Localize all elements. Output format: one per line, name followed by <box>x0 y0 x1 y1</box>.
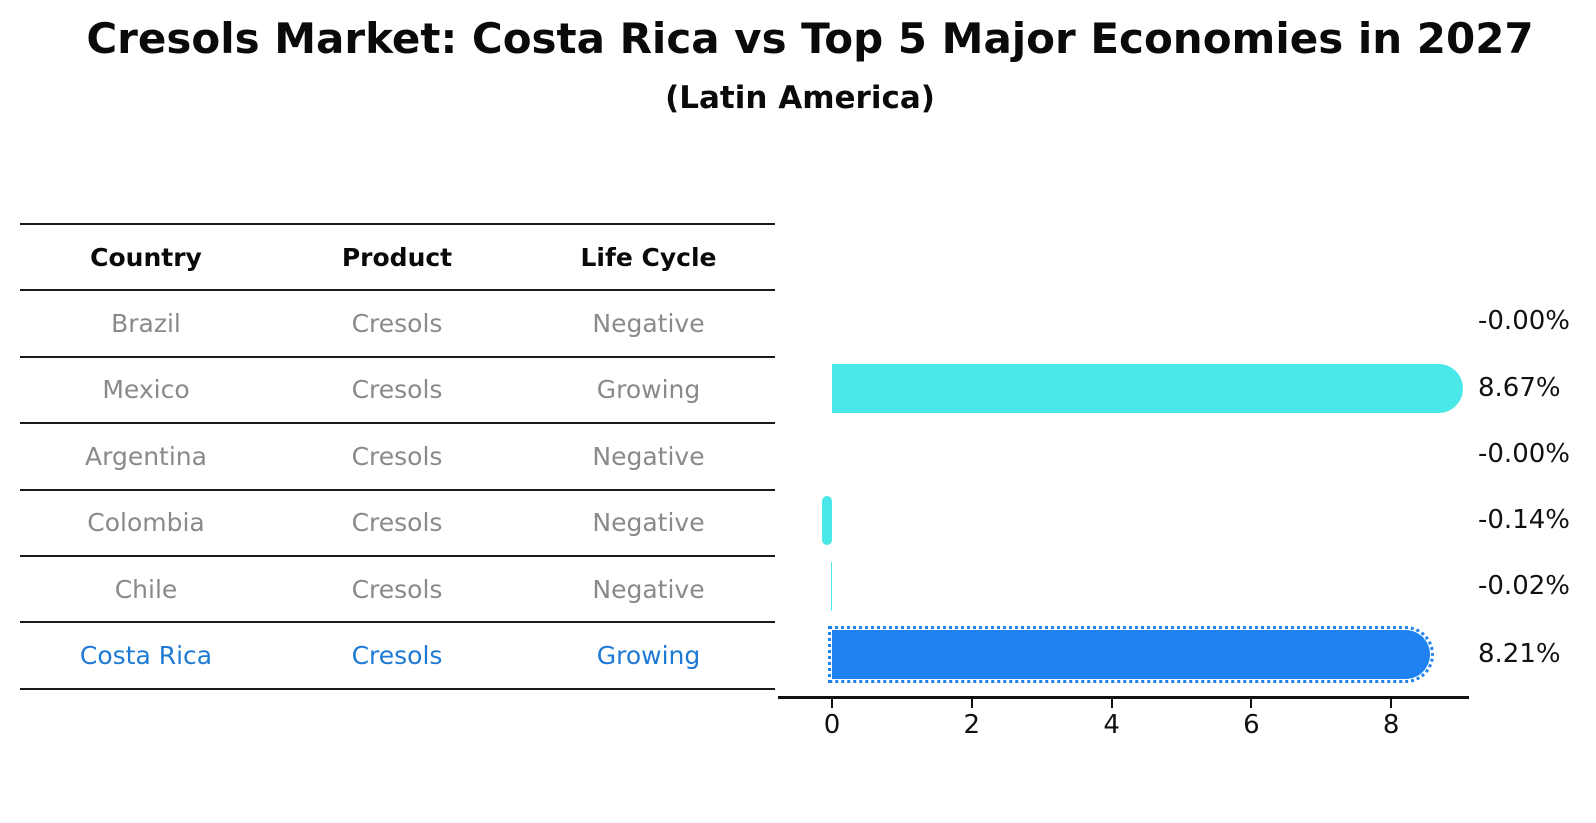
bar-mexico <box>832 363 1463 413</box>
product-cell: Cresols <box>351 375 443 405</box>
life-cycle-cell: Negative <box>592 508 705 538</box>
product-cell: Cresols <box>351 574 443 604</box>
table-row: Brazil Cresols Negative <box>20 291 775 358</box>
value-label: 8.67% <box>1478 373 1561 403</box>
chart-title: Cresols Market: Costa Rica vs Top 5 Majo… <box>86 14 1534 63</box>
column-header-product: Product <box>341 242 453 272</box>
value-label: -0.14% <box>1478 505 1570 535</box>
country-cell: Chile <box>114 574 178 604</box>
value-label: -0.02% <box>1478 571 1570 601</box>
table-row-highlighted: Costa Rica Cresols Growing <box>20 623 775 687</box>
column-header-life-cycle: Life Cycle <box>580 242 717 272</box>
bar-colombia <box>822 495 832 545</box>
x-tick-label: 4 <box>1103 710 1120 740</box>
bar-chile <box>830 561 832 611</box>
x-tick-label: 6 <box>1243 710 1260 740</box>
value-label: -0.00% <box>1478 439 1570 469</box>
x-tick <box>831 698 833 708</box>
country-table: Country Product Life Cycle Brazil Cresol… <box>20 223 775 690</box>
x-tick-label: 0 <box>823 710 841 740</box>
value-label: 8.21% <box>1478 639 1561 669</box>
x-tick <box>1110 698 1113 708</box>
product-cell: Cresols <box>351 641 443 671</box>
x-tick-label: 2 <box>963 710 981 740</box>
life-cycle-cell: Negative <box>592 574 705 604</box>
x-tick-label: 8 <box>1382 710 1400 740</box>
table-header-row: Country Product Life Cycle <box>20 225 775 292</box>
product-cell: Cresols <box>351 441 443 471</box>
x-tick <box>970 698 973 708</box>
life-cycle-cell: Growing <box>596 641 701 671</box>
country-cell: Mexico <box>102 375 190 405</box>
table-row: Mexico Cresols Growing <box>20 358 775 425</box>
life-cycle-cell: Growing <box>596 375 701 405</box>
life-cycle-cell: Negative <box>592 309 705 339</box>
table-row: Chile Cresols Negative <box>20 557 775 624</box>
country-cell: Argentina <box>85 441 207 471</box>
country-cell: Brazil <box>111 309 181 339</box>
country-cell: Colombia <box>87 508 205 538</box>
x-axis-spine <box>778 696 1469 699</box>
life-cycle-cell: Negative <box>592 441 705 471</box>
value-label: -0.00% <box>1478 306 1570 336</box>
country-cell: Costa Rica <box>79 641 213 671</box>
bar-costa-rica <box>827 625 1435 683</box>
table-row: Colombia Cresols Negative <box>20 491 775 557</box>
product-cell: Cresols <box>351 508 443 538</box>
chart-subtitle: (Latin America) <box>665 80 935 116</box>
table-row: Argentina Cresols Negative <box>20 424 775 491</box>
product-cell: Cresols <box>351 309 443 339</box>
column-header-country: Country <box>90 242 202 272</box>
x-tick <box>1390 698 1393 708</box>
x-tick <box>1250 698 1253 708</box>
